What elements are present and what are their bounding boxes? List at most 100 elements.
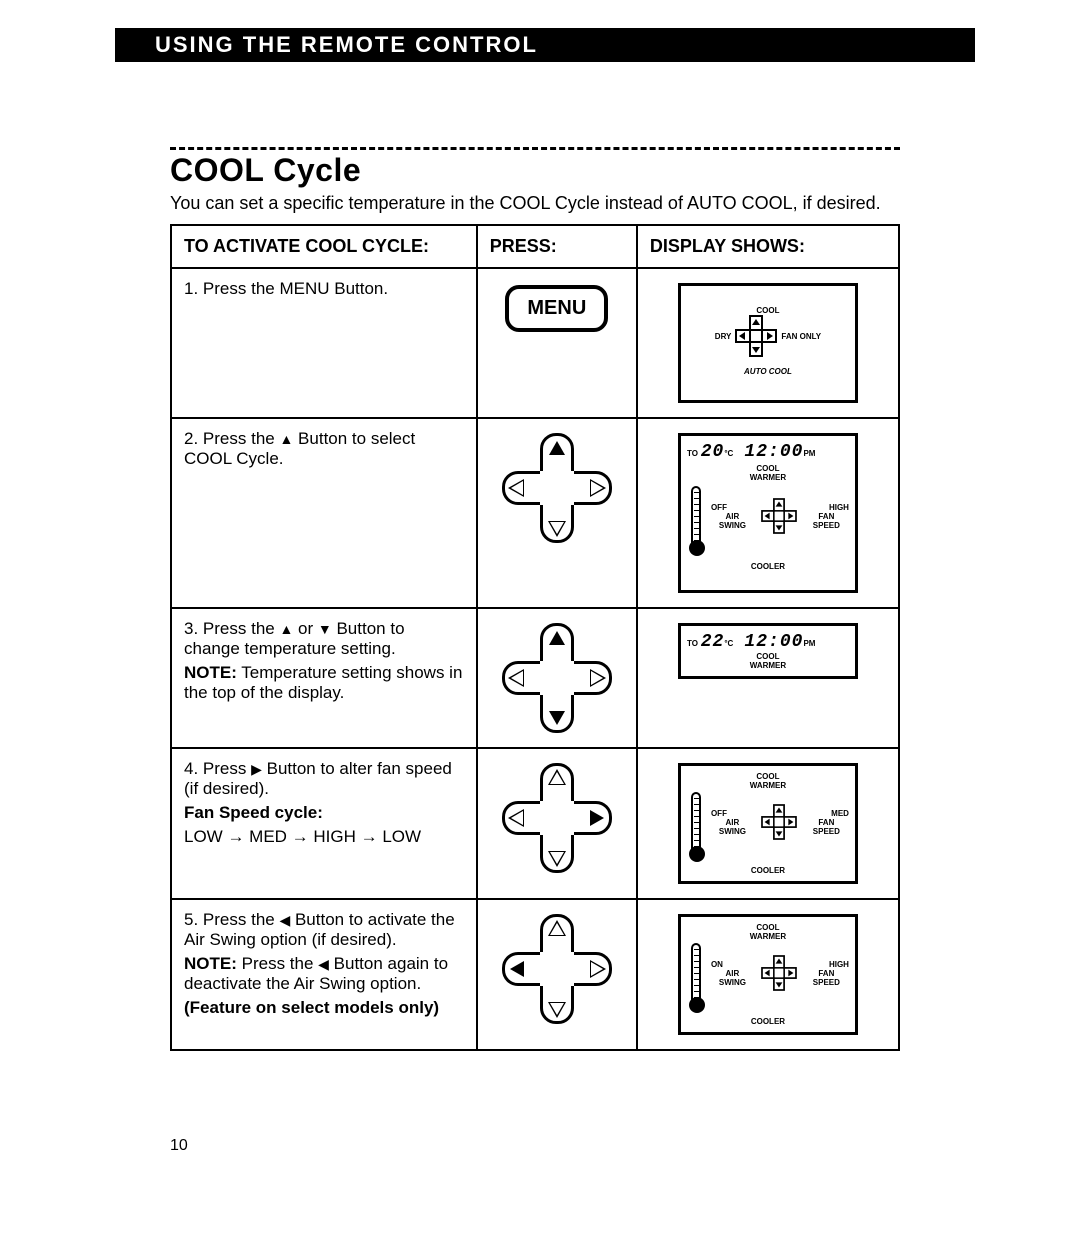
fan-cycle-label: Fan Speed cycle: [184,803,323,822]
right-arrow-icon [590,810,604,826]
label-cool: COOL [687,306,849,315]
time-ampm: PM [803,639,815,648]
label-cooler: COOLER [687,1017,849,1026]
down-arrow-icon [549,711,565,725]
up-arrow-icon [548,920,566,936]
note-text: Press the [237,954,318,973]
display-panel: COOL WARMER ON AIR SWING [678,914,858,1035]
left-arrow-icon [510,961,524,977]
table-row: 5. Press the ◀ Button to activate the Ai… [171,899,899,1050]
thermometer-icon [691,943,701,1003]
col-header-press: PRESS: [477,225,637,268]
up-triangle-icon: ▲ [279,431,293,447]
step-text: Press the MENU Button. [203,279,388,298]
right-arrow-icon [590,479,606,497]
step-num: 5. [184,910,198,929]
display-panel: TO 22°C 12:00PM COOL WARMER [678,623,858,679]
col-header-display: DISPLAY SHOWS: [637,225,899,268]
label-autocool: AUTO COOL [687,367,849,376]
menu-button: MENU [505,285,608,332]
right-triangle-icon: ▶ [251,761,262,777]
label-airswing-state: OFF [711,503,727,512]
label-airswing-state: ON [711,960,723,969]
feature-note: (Feature on select models only) [184,998,439,1017]
label-fan-speed: FAN SPEED [804,969,849,987]
label-cooler: COOLER [687,866,849,875]
table-row: 1. Press the MENU Button. MENU COOL DRY [171,268,899,418]
time-value: 12:00 [744,632,803,652]
mode-selector-icon [735,315,777,357]
table-row: 3. Press the ▲ or ▼ Button to change tem… [171,608,899,748]
display-panel: TO 20°C 12:00PM COOL WARMER [678,433,858,593]
step-num: 4. [184,759,198,778]
label-mode: COOL [687,772,849,781]
left-arrow-icon [508,669,524,687]
dpad-icon [502,914,612,1024]
step-text-pre: Press the [203,429,280,448]
down-arrow-icon [548,521,566,537]
label-fan-level: HIGH [829,960,849,969]
steps-table: TO ACTIVATE COOL CYCLE: PRESS: DISPLAY S… [170,224,900,1051]
label-to: TO [687,639,698,648]
step-text: Press [203,759,251,778]
page-number: 10 [170,1137,188,1155]
label-airswing: AIR SWING [711,969,754,987]
label-mode: COOL [687,923,849,932]
section-title: COOL Cycle [170,152,900,189]
label-fanonly: FAN ONLY [781,332,821,341]
temp-value: 20 [701,442,725,462]
right-arrow-icon [590,960,606,978]
dpad-icon [502,623,612,733]
temp-unit: °C [724,639,733,648]
label-dry: DRY [715,332,732,341]
time-ampm: PM [803,449,815,458]
label-to: TO [687,449,698,458]
label-fan-level: HIGH [829,503,849,512]
fan-cycle-text: LOW → MED → HIGH → LOW [184,827,464,847]
down-arrow-icon [548,1002,566,1018]
left-arrow-icon [508,479,524,497]
section-lead: You can set a specific temperature in th… [170,193,900,214]
time-value: 12:00 [744,442,803,462]
label-airswing: AIR SWING [711,512,754,530]
label-warmer: WARMER [687,661,849,670]
down-arrow-icon [548,851,566,867]
step-num: 1. [184,279,198,298]
left-arrow-icon [508,809,524,827]
up-arrow-icon [549,441,565,455]
up-triangle-icon: ▲ [279,621,293,637]
mini-selector-icon [761,498,797,534]
label-fan-level: MED [831,809,849,818]
thermometer-icon [691,792,701,852]
page-header: USING THE REMOTE CONTROL [115,28,975,62]
label-fan-speed: FAN SPEED [804,818,849,836]
step-text: Press the [203,910,280,929]
table-row: 2. Press the ▲ Button to select COOL Cyc… [171,418,899,608]
table-row: 4. Press ▶ Button to alter fan speed (if… [171,748,899,899]
step-text: Press the [203,619,280,638]
step-num: 3. [184,619,198,638]
note-label: NOTE: [184,663,237,682]
up-arrow-icon [548,769,566,785]
col-header-activate: TO ACTIVATE COOL CYCLE: [171,225,477,268]
down-triangle-icon: ▼ [318,621,332,637]
label-airswing-state: OFF [711,809,727,818]
header-title: USING THE REMOTE CONTROL [155,32,538,57]
label-mode: COOL [687,464,849,473]
mini-selector-icon [761,955,797,991]
step-text: or [293,619,318,638]
temp-unit: °C [724,449,733,458]
left-triangle-icon: ◀ [318,956,329,972]
up-arrow-icon [549,631,565,645]
temp-value: 22 [701,632,725,652]
section-rule [170,147,900,150]
label-warmer: WARMER [687,473,849,482]
label-fan-speed: FAN SPEED [804,512,849,530]
label-warmer: WARMER [687,781,849,790]
thermometer-icon [691,486,701,546]
display-panel: COOL WARMER OFF AIR SWING [678,763,858,884]
mini-selector-icon [761,804,797,840]
label-warmer: WARMER [687,932,849,941]
label-mode: COOL [687,652,849,661]
dpad-icon [502,763,612,873]
